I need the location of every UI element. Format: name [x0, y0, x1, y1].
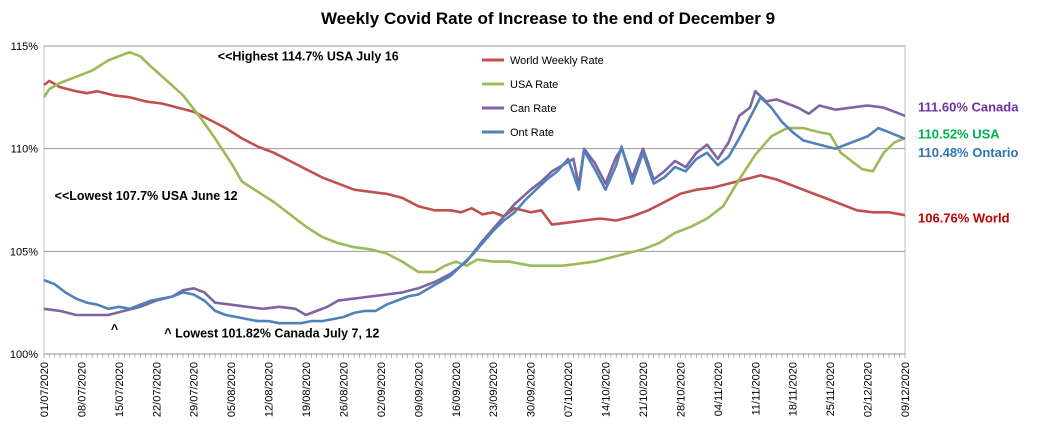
x-tick-label: 16/09/2020	[451, 362, 463, 417]
y-tick-label: 100%	[10, 349, 38, 361]
x-tick-label: 15/07/2020	[114, 362, 126, 417]
series-ont-rate-line	[43, 96, 906, 325]
legend-label: Can Rate	[510, 103, 556, 115]
end-label: 106.76% World	[918, 210, 1010, 225]
x-tick-label: 21/10/2020	[638, 362, 650, 417]
x-tick-label: 02/09/2020	[376, 362, 388, 417]
x-tick-label: 02/12/2020	[863, 362, 875, 417]
end-label: 110.48% Ontario	[918, 145, 1018, 160]
end-label: 110.52% USA	[918, 126, 1000, 141]
x-tick-label: 12/08/2020	[264, 362, 276, 417]
y-axis: 100% 105% 110% 115%	[10, 41, 38, 361]
x-tick-label: 25/11/2020	[825, 362, 837, 416]
end-labels: 111.60% Canada 110.52% USA 110.48% Ontario…	[918, 100, 1019, 226]
annotation: ^	[111, 322, 119, 336]
x-tick-label: 09/12/2020	[900, 362, 912, 417]
x-tick-label: 01/07/2020	[39, 362, 51, 417]
legend-label: Ont Rate	[510, 127, 554, 139]
x-tick-label: 29/07/2020	[189, 362, 201, 417]
annotation: <<Lowest 107.7% USA June 12	[55, 189, 238, 203]
y-tick-label: 115%	[11, 41, 39, 53]
legend: World Weekly Rate USA Rate Can Rate Ont Rat…	[482, 55, 604, 139]
y-tick-label: 105%	[10, 246, 38, 258]
series-world-weekly-rate-line	[43, 79, 906, 226]
x-tick-label: 11/11/2020	[750, 362, 762, 415]
annotation: ^ Lowest 101.82% Canada July 7, 12	[164, 326, 379, 340]
annotations: <<Highest 114.7% USA July 16 <<Lowest 107…	[55, 49, 399, 340]
series-usa-rate-line	[42, 50, 906, 274]
series-lines	[42, 50, 906, 325]
x-tick-label: 26/08/2020	[338, 362, 350, 417]
x-tick-label: 18/11/2020	[788, 362, 800, 416]
x-tick-label: 23/09/2020	[488, 362, 500, 417]
x-axis: 01/07/2020 08/07/2020 15/07/2020 22/07/2020…	[39, 353, 912, 417]
legend-label: World Weekly Rate	[510, 55, 604, 67]
series-can-rate-line	[43, 89, 906, 317]
legend-label: USA Rate	[510, 79, 558, 91]
x-tick-label: 07/10/2020	[563, 362, 575, 417]
x-tick-label: 30/09/2020	[526, 362, 538, 417]
x-tick-label: 14/10/2020	[601, 362, 613, 417]
x-tick-label: 08/07/2020	[76, 362, 88, 417]
annotation: <<Highest 114.7% USA July 16	[218, 49, 399, 63]
x-tick-label: 05/08/2020	[226, 362, 238, 417]
y-tick-label: 110%	[11, 144, 39, 156]
x-tick-label: 19/08/2020	[301, 362, 313, 417]
end-label: 111.60% Canada	[918, 100, 1019, 115]
chart-title: Weekly Covid Rate of Increase to the end…	[321, 9, 775, 28]
x-tick-label: 09/09/2020	[413, 362, 425, 417]
x-tick-label: 04/11/2020	[713, 362, 725, 416]
x-tick-label: 28/10/2020	[675, 362, 687, 417]
x-tick-label: 22/07/2020	[151, 362, 163, 417]
